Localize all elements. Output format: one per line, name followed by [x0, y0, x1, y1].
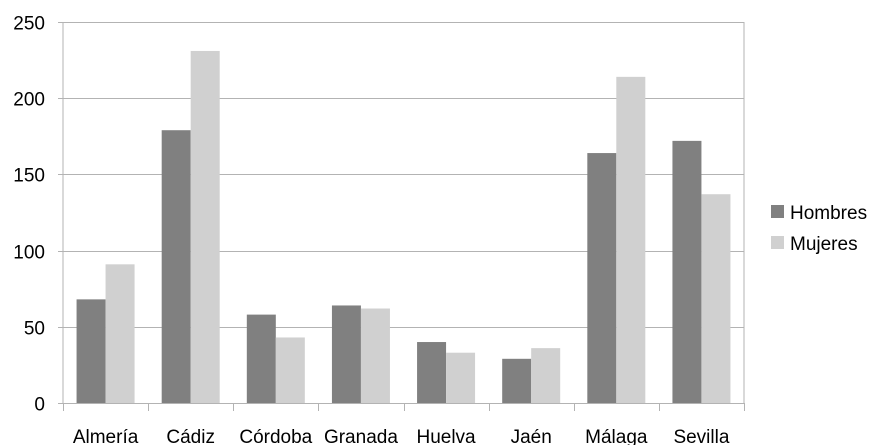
y-tick-label: 200: [13, 90, 45, 111]
bar-hombres-1: [161, 130, 191, 404]
x-tick-label: Almería: [73, 427, 139, 445]
x-tick-label: Jaén: [511, 427, 552, 445]
bar-hombres-5: [502, 358, 532, 403]
legend-swatch: [771, 205, 784, 218]
y-axis-tick-labels: 0 50 100 150 200 250: [13, 14, 45, 416]
y-tick-label: 250: [13, 14, 45, 35]
legend-item: Mujeres: [771, 234, 858, 255]
bar-hombres-7: [672, 140, 702, 403]
legend-label: Mujeres: [790, 234, 858, 255]
bar-mujeres-6: [616, 76, 646, 403]
legend-label: Hombres: [790, 203, 867, 224]
bar-hombres-4: [417, 342, 447, 403]
bar-mujeres-1: [190, 50, 220, 404]
y-tick-label: 150: [13, 166, 45, 187]
x-tick-label: Granada: [324, 427, 398, 445]
x-tick-label: Málaga: [585, 427, 648, 445]
y-tick-label: 0: [34, 395, 45, 416]
bar-mujeres-5: [531, 348, 561, 403]
bar-mujeres-2: [275, 337, 305, 403]
bar-hombres-2: [246, 314, 276, 403]
x-tick-label: Cádiz: [166, 427, 215, 445]
bar-hombres-3: [331, 305, 361, 403]
bar-hombres-6: [587, 153, 617, 403]
legend: Hombres Mujeres: [771, 203, 867, 255]
y-tick-label: 50: [24, 319, 45, 340]
bars: [76, 50, 731, 404]
bar-mujeres-4: [446, 352, 476, 403]
y-tick-label: 100: [13, 243, 45, 264]
legend-swatch: [771, 236, 784, 249]
bar-hombres-0: [76, 299, 106, 403]
bar-mujeres-7: [701, 194, 731, 403]
x-tick-label: Huelva: [416, 427, 476, 445]
bar-mujeres-0: [105, 264, 135, 403]
legend-item: Hombres: [771, 203, 867, 224]
x-axis-tick-labels: Almería Cádiz Córdoba Granada Huelva Jaén Mála…: [73, 427, 730, 445]
x-tick-label: Córdoba: [239, 427, 312, 445]
axes: [62, 22, 745, 411]
x-tick-label: Sevilla: [673, 427, 729, 445]
bar-mujeres-3: [360, 308, 390, 403]
